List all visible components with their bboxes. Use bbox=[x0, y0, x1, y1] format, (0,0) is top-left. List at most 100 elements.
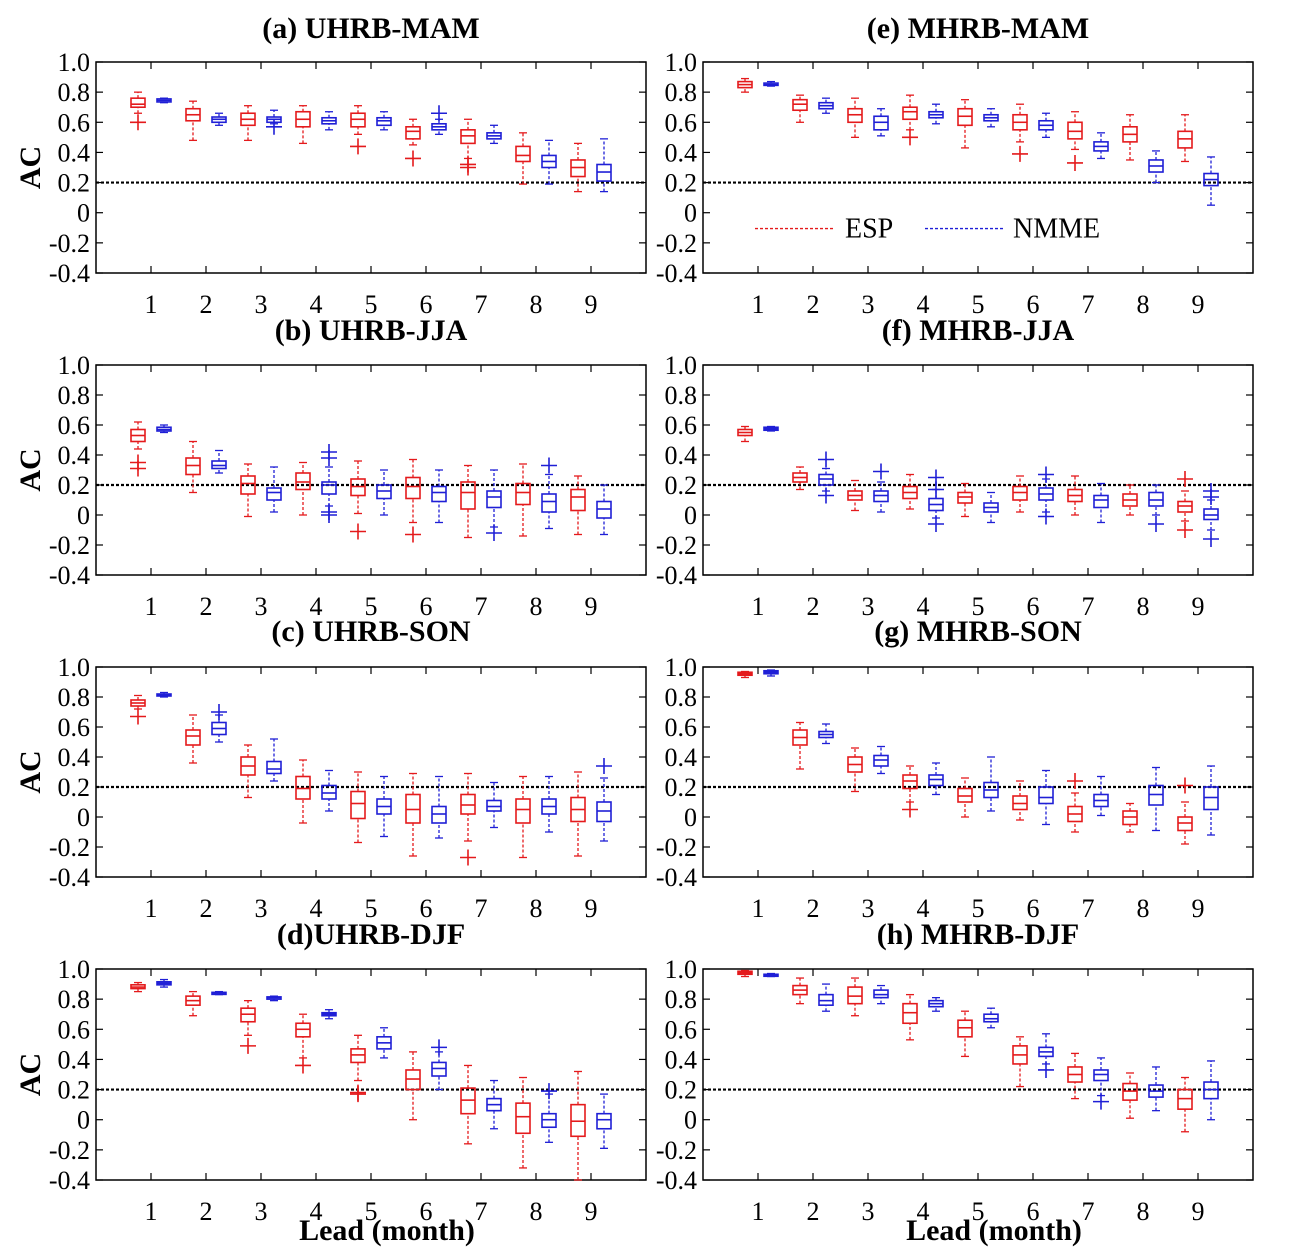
x-tick-label: 7 bbox=[1082, 1197, 1095, 1226]
y-tick-label: -0.4 bbox=[656, 863, 697, 892]
x-tick-label: 4 bbox=[310, 894, 323, 923]
box-nmme bbox=[376, 469, 392, 516]
box-esp bbox=[792, 721, 808, 770]
outlier-marker bbox=[928, 516, 944, 532]
box-iqr bbox=[405, 126, 421, 140]
box-esp bbox=[1177, 471, 1193, 538]
outlier-marker bbox=[321, 504, 337, 520]
box-nmme bbox=[266, 738, 282, 782]
box-esp bbox=[1067, 1052, 1083, 1100]
box-nmme bbox=[431, 1039, 447, 1091]
box-nmme bbox=[321, 1009, 337, 1020]
y-tick-label: 0.4 bbox=[665, 441, 698, 470]
box-esp bbox=[1122, 1072, 1138, 1119]
box-nmme bbox=[541, 775, 557, 833]
y-tick-label: 0.4 bbox=[665, 1045, 698, 1074]
x-tick-label: 8 bbox=[530, 290, 543, 319]
box-esp bbox=[570, 1070, 586, 1181]
x-tick-label: 7 bbox=[1082, 592, 1095, 621]
y-tick-label: 0 bbox=[684, 1106, 697, 1135]
outlier-marker bbox=[405, 526, 421, 543]
panel-title: (d)UHRB-DJF bbox=[277, 918, 465, 951]
box-esp bbox=[295, 1013, 311, 1074]
box-iqr bbox=[266, 487, 282, 501]
x-tick-label: 6 bbox=[1027, 894, 1040, 923]
box-nmme bbox=[818, 451, 834, 504]
box-esp bbox=[460, 772, 476, 866]
box-iqr bbox=[266, 760, 282, 775]
y-tick-label: -0.2 bbox=[656, 1136, 697, 1165]
box-nmme bbox=[1038, 1033, 1054, 1078]
panel-1: (a) UHRB-MAM 1.00.80.60.40.20-0.2-0.4 AC 1 2… bbox=[14, 12, 647, 319]
box-iqr bbox=[596, 1112, 612, 1130]
y-tick-label: 0.4 bbox=[58, 441, 91, 470]
panel-6: (f) MHRB-JJA 1.00.80.60.40.20-0.2-0.4 1 2 3 4… bbox=[656, 314, 1254, 621]
y-tick-label: 0 bbox=[77, 501, 90, 530]
box-nmme bbox=[156, 978, 172, 988]
outlier-marker bbox=[460, 156, 476, 173]
y-tick-label: 0.2 bbox=[665, 773, 698, 802]
plot-frame bbox=[95, 666, 647, 878]
x-tick-label: 6 bbox=[420, 1197, 433, 1226]
outlier-marker bbox=[486, 525, 502, 541]
box-esp bbox=[792, 977, 808, 1005]
box-iqr bbox=[130, 97, 146, 109]
y-tick-label: 0.8 bbox=[58, 985, 91, 1014]
y-tick-label: 0.4 bbox=[665, 138, 698, 167]
box-nmme bbox=[818, 97, 834, 114]
box-nmme bbox=[763, 669, 779, 677]
box-esp bbox=[1067, 111, 1083, 171]
outlier-marker bbox=[873, 463, 889, 480]
box-nmme bbox=[156, 97, 172, 104]
y-tick-label: -0.2 bbox=[49, 1136, 90, 1165]
box-iqr bbox=[1093, 494, 1109, 509]
x-tick-label: 8 bbox=[530, 894, 543, 923]
outlier-marker bbox=[1177, 471, 1193, 487]
outlier-marker bbox=[350, 138, 366, 155]
y-tick-label: 1.0 bbox=[665, 653, 698, 682]
outlier-marker bbox=[1093, 1093, 1109, 1110]
outlier-marker bbox=[1067, 773, 1083, 789]
y-tick-label: 0.4 bbox=[58, 743, 91, 772]
panel-title: (h) MHRB-DJF bbox=[877, 918, 1079, 951]
box-nmme bbox=[983, 108, 999, 128]
x-tick-label: 5 bbox=[365, 1197, 378, 1226]
y-tick-label: -0.4 bbox=[656, 561, 697, 590]
y-tick-label: -0.4 bbox=[49, 259, 90, 288]
box-esp bbox=[902, 993, 918, 1041]
box-nmme bbox=[1203, 1060, 1219, 1121]
y-tick-label: 0 bbox=[684, 803, 697, 832]
box-nmme bbox=[928, 103, 944, 125]
x-tick-label: 8 bbox=[530, 1197, 543, 1226]
box-esp bbox=[405, 118, 421, 167]
outlier-marker bbox=[1177, 522, 1193, 538]
box-esp bbox=[1012, 475, 1028, 513]
box-nmme bbox=[431, 469, 447, 524]
box-nmme bbox=[211, 704, 227, 743]
box-iqr bbox=[515, 798, 531, 824]
box-iqr bbox=[541, 493, 557, 513]
y-tick-label: 1.0 bbox=[58, 48, 91, 77]
y-tick-label: 0 bbox=[77, 199, 90, 228]
legend: ESP NMME bbox=[755, 214, 1100, 245]
y-tick-label: 0.4 bbox=[665, 743, 698, 772]
x-tick-label: 7 bbox=[1082, 290, 1095, 319]
y-tick-label: 0.8 bbox=[58, 78, 91, 107]
box-nmme bbox=[321, 444, 337, 523]
outlier-marker bbox=[130, 114, 146, 131]
x-tick-label: 6 bbox=[1027, 290, 1040, 319]
box-esp bbox=[737, 425, 753, 443]
outlier-marker bbox=[350, 523, 366, 540]
box-nmme bbox=[983, 491, 999, 524]
x-tick-label: 2 bbox=[807, 592, 820, 621]
box-nmme bbox=[763, 972, 779, 978]
box-nmme bbox=[1093, 132, 1109, 160]
box-esp bbox=[130, 694, 146, 725]
x-tick-label: 8 bbox=[1137, 592, 1150, 621]
box-nmme bbox=[376, 1027, 392, 1059]
panel-title: (b) UHRB-JJA bbox=[275, 314, 468, 347]
box-nmme bbox=[1203, 483, 1219, 547]
x-axis-label: Lead (month) bbox=[299, 1214, 475, 1247]
x-tick-label: 5 bbox=[972, 290, 985, 319]
